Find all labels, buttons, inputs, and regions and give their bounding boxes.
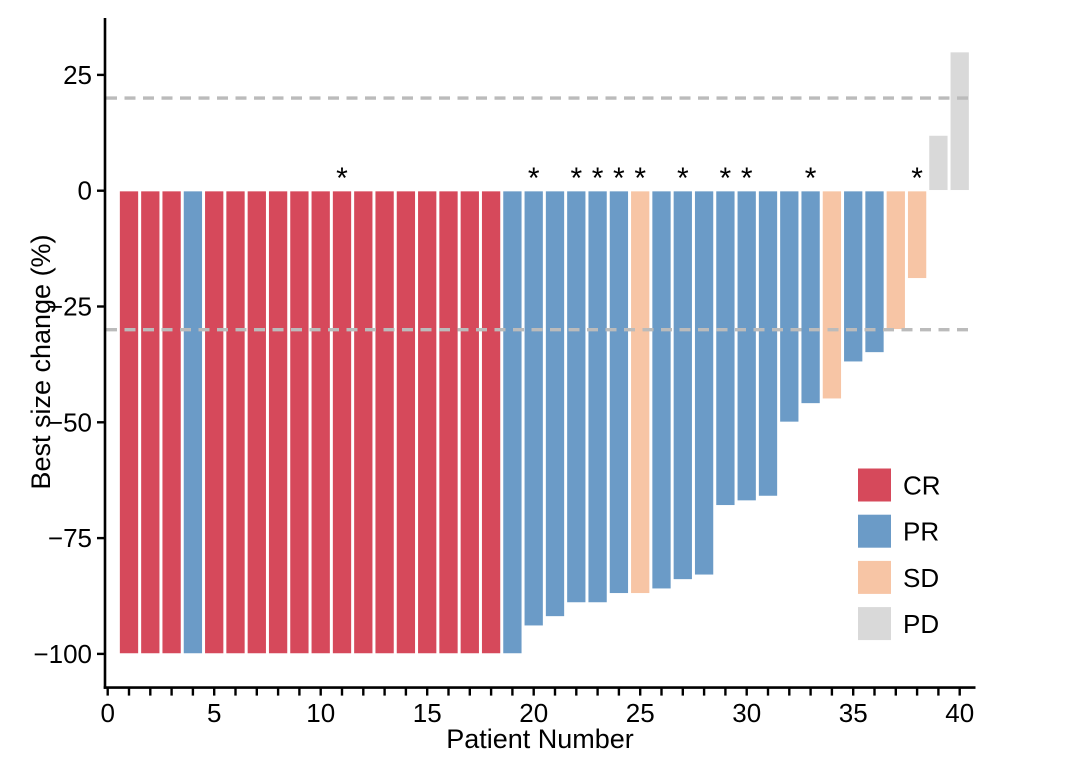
annotation-asterisk-patient-27: * (677, 162, 689, 195)
legend-swatch-PR (858, 514, 891, 548)
bar-patient-14 (395, 190, 417, 655)
x-axis-title: Patient Number (446, 724, 634, 754)
x-tick-label-25: 25 (626, 698, 655, 728)
bar-patient-40 (949, 51, 971, 192)
bar-patient-19 (501, 190, 523, 655)
legend-swatch-SD (858, 560, 891, 594)
bar-patient-29 (714, 190, 736, 507)
legend-swatch-CR (858, 468, 891, 502)
x-tick-label-30: 30 (732, 698, 761, 728)
legend-item-PD: PD (858, 607, 939, 641)
bar-patient-4 (182, 190, 204, 655)
bar-patient-25 (629, 190, 651, 595)
bar-patient-38 (906, 190, 928, 280)
legend: CR PR SD PD (858, 468, 941, 641)
bar-patient-3 (161, 190, 183, 655)
annotation-asterisk-patient-33: * (805, 162, 817, 195)
y-tick-label--25: −25 (48, 292, 92, 322)
y-tick-label-0: 0 (78, 176, 92, 206)
bar-patient-6 (225, 190, 246, 655)
bar-patient-24 (608, 190, 630, 595)
bar-patient-12 (352, 190, 374, 655)
bar-patient-20 (523, 190, 545, 627)
y-tick-label--100: −100 (33, 639, 92, 669)
bar-patient-22 (565, 190, 587, 604)
annotation-asterisk-patient-25: * (634, 162, 646, 195)
bar-patient-30 (736, 190, 758, 502)
bar-patient-15 (416, 190, 438, 655)
annotation-asterisk-patient-23: * (592, 162, 604, 195)
bar-patient-21 (544, 190, 566, 618)
legend-item-PR: PR (858, 514, 939, 548)
bar-patient-17 (459, 190, 481, 655)
bar-patient-31 (757, 190, 779, 498)
bar-patient-11 (331, 190, 353, 655)
legend-label-PD: PD (903, 609, 939, 639)
annotation-asterisk-patient-38: * (911, 162, 923, 195)
bar-patient-1 (118, 190, 140, 655)
x-tick-label-10: 10 (306, 698, 335, 728)
bar-patient-10 (310, 190, 332, 655)
legend-item-CR: CR (858, 468, 941, 502)
bar-patient-32 (778, 190, 800, 423)
x-tick-label-5: 5 (207, 698, 221, 728)
bar-patient-39 (927, 134, 949, 192)
bar-patient-33 (800, 190, 822, 405)
legend-label-PR: PR (903, 517, 939, 547)
x-tick-label-15: 15 (413, 698, 442, 728)
legend-item-SD: SD (858, 560, 939, 594)
bar-patient-18 (480, 190, 502, 655)
legend-label-SD: SD (903, 563, 939, 593)
annotation-asterisk-patient-20: * (528, 162, 540, 195)
y-tick-label-25: 25 (63, 60, 92, 90)
bars-group (118, 51, 971, 655)
bar-patient-7 (246, 190, 268, 655)
bar-patient-2 (139, 190, 161, 655)
bar-patient-23 (587, 190, 609, 604)
bar-patient-5 (203, 190, 225, 655)
y-axis-title: Best size change (%) (26, 234, 56, 489)
annotation-asterisk-patient-29: * (720, 162, 732, 195)
bar-patient-8 (267, 190, 289, 655)
axes-group: 25 0 −25 −50 −75 −100 0 5 10 15 20 25 30 35 40 (33, 18, 976, 728)
bar-patient-13 (374, 190, 396, 655)
legend-swatch-PD (858, 607, 891, 641)
x-tick-label-20: 20 (519, 698, 548, 728)
annotation-asterisk-patient-30: * (741, 162, 753, 195)
bar-patient-36 (864, 190, 885, 354)
bar-patient-9 (288, 190, 310, 655)
bar-patient-27 (672, 190, 694, 581)
bar-patient-34 (821, 190, 843, 400)
bar-patient-37 (885, 190, 907, 331)
x-tick-label-40: 40 (945, 698, 974, 728)
annotation-asterisk-patient-24: * (613, 162, 625, 195)
y-tick-label--50: −50 (48, 407, 92, 437)
reference-lines-group (106, 96, 976, 332)
annotation-asterisk-patient-11: * (336, 162, 348, 195)
bar-patient-26 (651, 190, 672, 590)
bar-patient-28 (693, 190, 715, 576)
annotation-asterisk-patient-22: * (570, 162, 582, 195)
y-tick-label--75: −75 (48, 523, 92, 553)
annotations-group: * * * * * * * * * * * (336, 162, 923, 195)
x-tick-label-35: 35 (839, 698, 868, 728)
x-tick-label-0: 0 (100, 698, 114, 728)
legend-label-CR: CR (903, 471, 941, 501)
bar-patient-35 (842, 190, 864, 363)
bar-patient-16 (438, 190, 459, 655)
